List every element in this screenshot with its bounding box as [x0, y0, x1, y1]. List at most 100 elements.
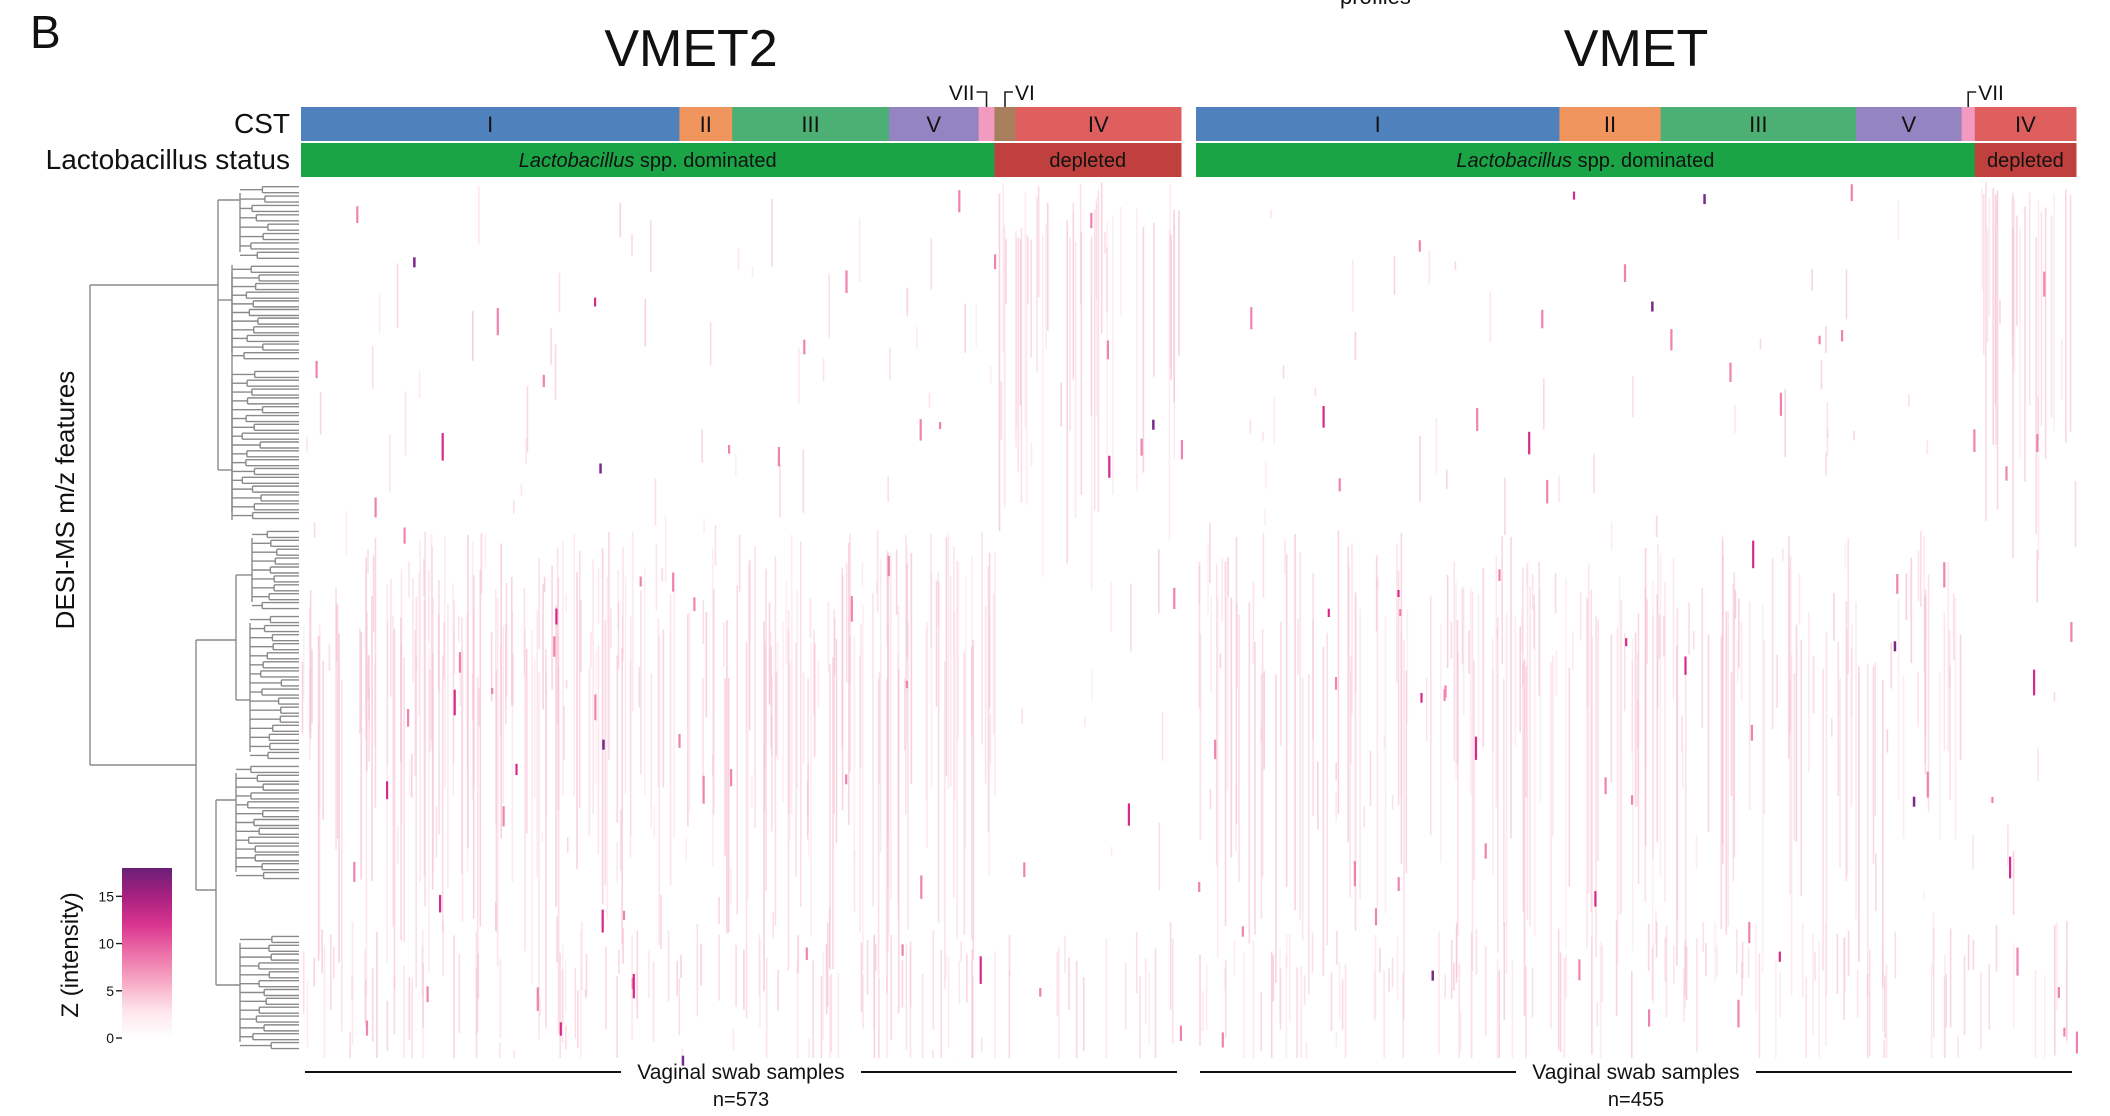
- heat-streak: [1120, 206, 1122, 316]
- heat-streak: [1920, 531, 1922, 607]
- heat-streak: [1748, 601, 1751, 810]
- heat-streak: [364, 979, 367, 1026]
- heat-streak: [935, 580, 938, 708]
- heat-streak: [877, 679, 880, 977]
- heat-streak: [1215, 563, 1218, 866]
- heat-streak: [453, 599, 455, 674]
- heat-streak: [1983, 193, 1985, 355]
- heat-streak: [616, 842, 618, 884]
- heat-mark: [632, 973, 635, 999]
- heat-streak: [495, 589, 497, 824]
- heat-streak: [578, 550, 581, 808]
- heat-streak: [765, 957, 768, 1058]
- heat-streak: [502, 625, 505, 804]
- heat-streak: [442, 921, 444, 976]
- heat-streak: [1882, 679, 1884, 988]
- heat-streak: [678, 978, 681, 1036]
- heat-streak: [754, 546, 756, 828]
- heat-streak: [1210, 596, 1212, 694]
- heat-streak: [1205, 964, 1208, 1030]
- heat-streak: [787, 629, 790, 971]
- heat-streak: [1400, 633, 1403, 798]
- heat-streak: [1075, 961, 1078, 1058]
- heat-streak: [1482, 568, 1484, 747]
- heat-mark: [1737, 999, 1740, 1028]
- heat-mark: [1498, 569, 1501, 581]
- heat-streak: [1945, 974, 1947, 1028]
- heat-mark: [1090, 212, 1093, 229]
- heat-streak: [461, 650, 464, 922]
- heat-streak: [1793, 673, 1796, 841]
- heat-streak: [551, 565, 553, 690]
- heat-streak: [630, 616, 632, 837]
- heat-streak: [860, 624, 862, 768]
- heat-streak: [667, 930, 670, 1002]
- heatmap-body: [1198, 182, 2078, 1058]
- heat-mark: [1140, 438, 1143, 456]
- heat-streak: [1981, 188, 1983, 290]
- heat-mark: [1546, 479, 1549, 504]
- heat-streak: [1531, 967, 1534, 1019]
- heat-streak: [1450, 939, 1453, 1000]
- heat-streak: [1822, 668, 1824, 972]
- heat-streak: [428, 569, 430, 644]
- heat-streak: [1801, 922, 1804, 998]
- heat-streak: [860, 942, 863, 1012]
- heat-streak: [1872, 666, 1875, 864]
- heat-max-mark: [1703, 194, 1706, 205]
- heat-streak: [512, 500, 515, 515]
- heat-streak: [2012, 851, 2015, 915]
- heat-streak: [789, 662, 791, 841]
- heat-streak: [652, 961, 655, 1042]
- heat-streak: [658, 636, 661, 946]
- heat-mark: [1474, 736, 1478, 760]
- heat-streak: [1400, 532, 1403, 864]
- heat-streak: [318, 624, 321, 810]
- heat-streak: [1779, 971, 1781, 1018]
- cst-segment-label: V: [926, 112, 941, 137]
- heat-mark: [1572, 191, 1576, 200]
- heat-streak: [302, 951, 305, 1015]
- heat-streak: [2028, 192, 2031, 406]
- heat-streak: [1658, 614, 1661, 659]
- heat-streak: [1391, 957, 1394, 988]
- heat-streak: [526, 386, 529, 453]
- heat-streak: [1080, 231, 1083, 495]
- heat-streak: [1376, 575, 1379, 909]
- heat-streak: [987, 566, 990, 832]
- heat-streak: [573, 534, 575, 797]
- heat-streak: [926, 621, 928, 848]
- heat-streak: [1855, 602, 1857, 920]
- heat-streak: [1017, 237, 1020, 472]
- heat-streak: [371, 595, 373, 881]
- heat-streak: [1947, 561, 1950, 752]
- heat-streak: [1056, 951, 1059, 1016]
- heat-streak: [2036, 549, 2039, 603]
- heat-mark: [1604, 777, 1607, 795]
- heat-streak: [1610, 521, 1613, 551]
- heat-streak: [1761, 605, 1764, 974]
- heat-streak: [557, 577, 560, 810]
- heat-streak: [763, 744, 766, 811]
- heat-streak: [876, 580, 878, 595]
- heat-streak: [430, 533, 433, 742]
- heat-streak: [478, 186, 480, 245]
- status-segment: [301, 143, 995, 177]
- heat-mark: [845, 774, 848, 785]
- heat-streak: [1260, 673, 1263, 919]
- heat-streak: [313, 522, 316, 538]
- heat-streak: [2007, 824, 2009, 866]
- heat-streak: [1311, 932, 1314, 973]
- heat-streak: [345, 511, 348, 555]
- heat-streak: [1957, 1035, 1959, 1058]
- heat-streak: [808, 837, 810, 858]
- heat-max-mark: [1431, 970, 1434, 981]
- heat-streak: [1458, 963, 1461, 1058]
- heat-streak: [396, 263, 399, 329]
- heat-streak: [1379, 947, 1381, 973]
- heat-streak: [1124, 962, 1127, 1030]
- heat-streak: [1788, 535, 1790, 759]
- heat-mark: [356, 206, 359, 223]
